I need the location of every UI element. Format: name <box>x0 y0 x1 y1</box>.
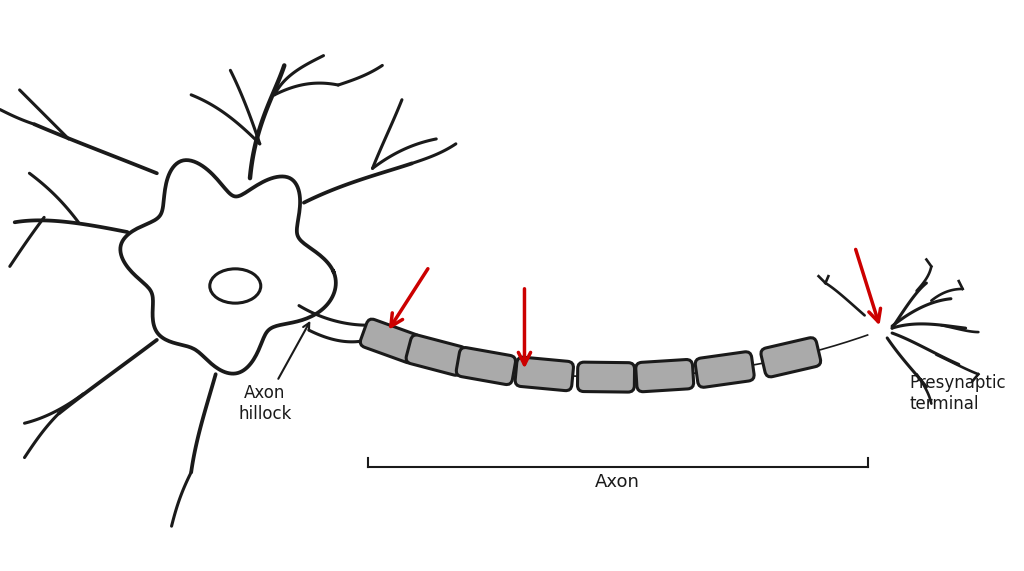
Text: Axon: Axon <box>595 473 640 491</box>
Text: Presynaptic
terminal: Presynaptic terminal <box>909 375 1007 413</box>
FancyBboxPatch shape <box>407 335 466 375</box>
FancyBboxPatch shape <box>636 360 693 392</box>
Text: Axon
hillock: Axon hillock <box>238 323 309 423</box>
FancyBboxPatch shape <box>695 352 754 387</box>
FancyBboxPatch shape <box>457 348 515 384</box>
Ellipse shape <box>210 269 261 303</box>
FancyBboxPatch shape <box>761 337 820 377</box>
FancyBboxPatch shape <box>578 362 635 392</box>
FancyBboxPatch shape <box>360 319 421 363</box>
Polygon shape <box>121 160 336 373</box>
FancyBboxPatch shape <box>515 357 573 391</box>
